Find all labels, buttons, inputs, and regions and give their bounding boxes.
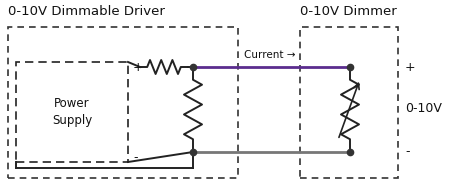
Bar — [8, 27, 238, 178]
Text: 0-10V Dimmer: 0-10V Dimmer — [300, 5, 397, 18]
Text: +: + — [133, 61, 144, 73]
Text: Current →: Current → — [244, 50, 296, 60]
Text: 0-10V Dimmable Driver: 0-10V Dimmable Driver — [8, 5, 165, 18]
Text: 0-10V: 0-10V — [405, 102, 442, 114]
Bar — [300, 27, 398, 178]
Text: +: + — [405, 61, 416, 73]
Text: -: - — [133, 151, 137, 165]
Bar — [16, 62, 128, 162]
Text: -: - — [405, 145, 410, 159]
Text: Power
Supply: Power Supply — [52, 97, 92, 127]
